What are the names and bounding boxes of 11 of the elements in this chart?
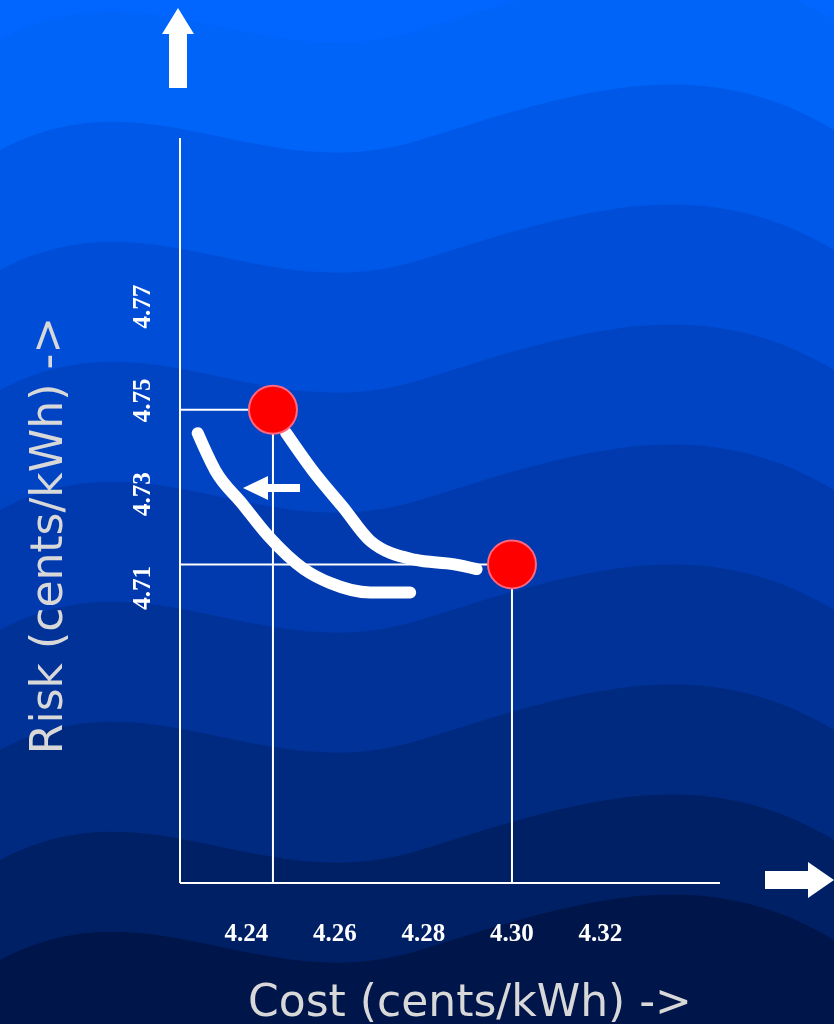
y-tick-label: 4.75 (128, 378, 155, 423)
x-tick-label: 4.24 (224, 919, 269, 946)
x-tick-label: 4.30 (490, 919, 534, 946)
x-tick-label: 4.32 (578, 919, 623, 946)
x-tick-label: 4.28 (401, 919, 446, 946)
x-axis-title: Cost (cents/kWh) -> (248, 975, 692, 1024)
x-tick-label: 4.26 (313, 919, 357, 946)
y-axis-title: Risk (cents/kWh) -> (21, 316, 72, 755)
y-tick-label: 4.71 (128, 565, 155, 610)
y-tick-label: 4.73 (128, 472, 155, 516)
y-tick-label: 4.77 (128, 284, 155, 329)
